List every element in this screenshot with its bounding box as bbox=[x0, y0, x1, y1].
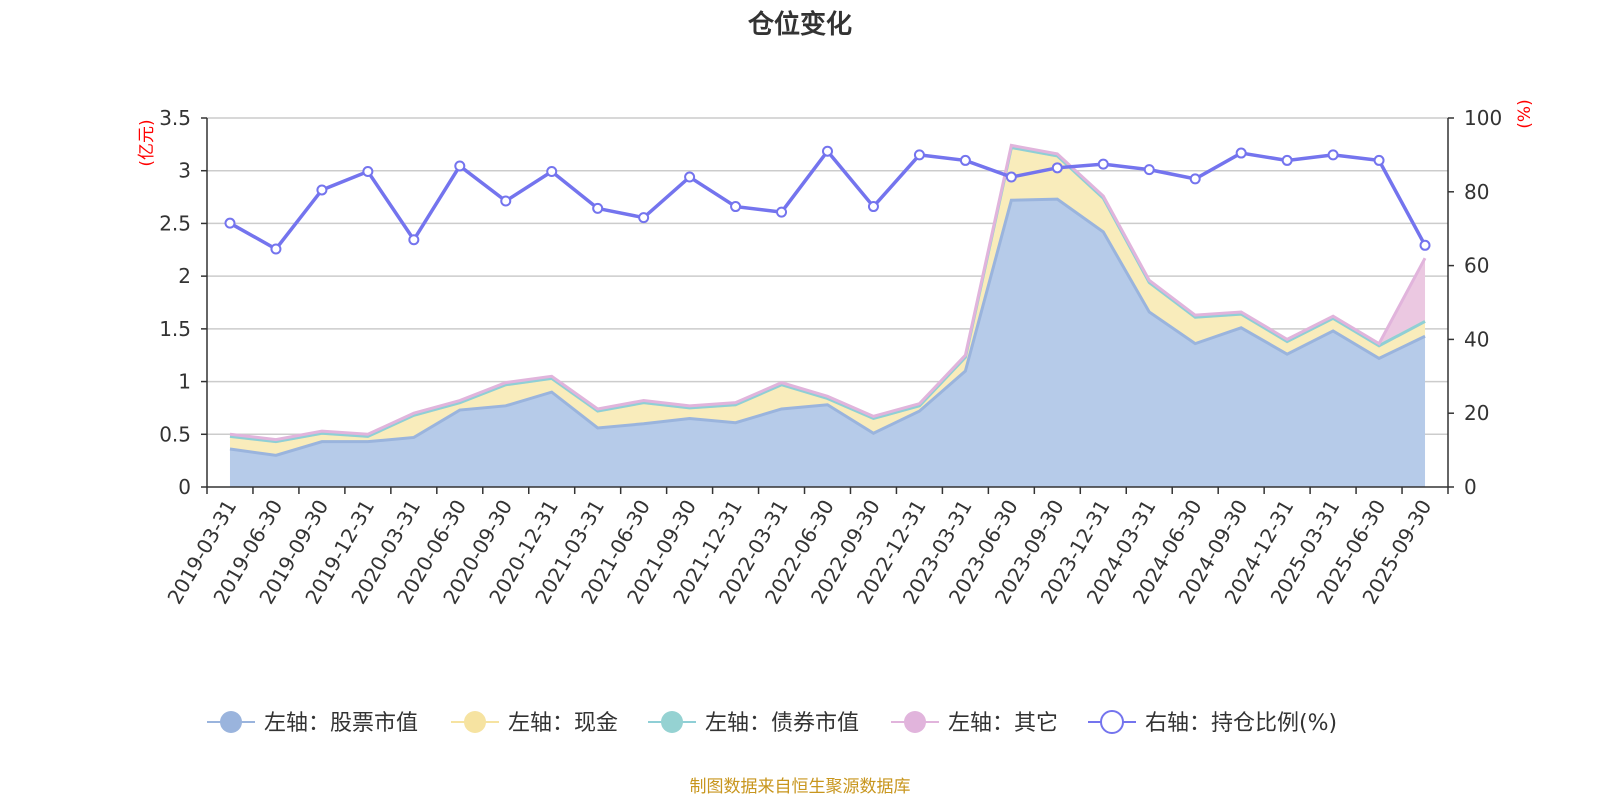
left-tick-label: 2 bbox=[178, 264, 191, 288]
right-tick-label: 20 bbox=[1464, 401, 1489, 425]
legend-swatch-marker bbox=[464, 711, 486, 733]
ratio-point[interactable] bbox=[1373, 154, 1385, 166]
left-axis-unit: (亿元) bbox=[137, 119, 157, 166]
ratio-point[interactable] bbox=[224, 217, 236, 229]
left-tick-label: 0.5 bbox=[159, 422, 191, 446]
legend-swatch-marker bbox=[904, 711, 926, 733]
right-axis-unit: (%) bbox=[1515, 99, 1535, 128]
ratio-point[interactable] bbox=[913, 149, 925, 161]
ratio-point[interactable] bbox=[546, 166, 558, 178]
legend-item[interactable]: 左轴：债券市值 bbox=[648, 711, 859, 736]
ratio-point[interactable] bbox=[362, 166, 374, 178]
ratio-line bbox=[229, 148, 1427, 252]
ratio-point[interactable] bbox=[684, 171, 696, 183]
legend[interactable]: 左轴：股票市值 左轴：现金 左轴：债券市值 左轴：其它 右轴：持仓比例(%) bbox=[207, 710, 1337, 736]
legend-item[interactable]: 左轴：现金 bbox=[451, 711, 618, 736]
right-tick-label: 0 bbox=[1464, 475, 1477, 499]
ratio-point[interactable] bbox=[1051, 162, 1063, 174]
legend-swatch-marker bbox=[220, 711, 242, 733]
ratio-point[interactable] bbox=[776, 206, 788, 218]
legend-swatch-marker bbox=[1100, 710, 1124, 734]
ratio-point[interactable] bbox=[500, 195, 512, 207]
stacked-areas bbox=[229, 143, 1427, 487]
legend-swatch-marker bbox=[661, 711, 683, 733]
legend-label: 左轴：其它 bbox=[948, 711, 1058, 736]
ratio-line-series bbox=[224, 145, 1431, 255]
ratio-point[interactable] bbox=[1189, 173, 1201, 185]
other-area-line bbox=[229, 143, 1427, 442]
legend-item[interactable]: 左轴：股票市值 bbox=[207, 711, 418, 736]
ratio-point[interactable] bbox=[822, 145, 833, 157]
left-tick-label: 3.5 bbox=[159, 106, 191, 130]
legend-item[interactable]: 左轴：其它 bbox=[891, 711, 1058, 736]
ratio-point[interactable] bbox=[1419, 239, 1431, 251]
legend-label: 右轴：持仓比例(%) bbox=[1145, 711, 1337, 736]
ratio-point[interactable] bbox=[1097, 158, 1109, 170]
ratio-point[interactable] bbox=[1005, 171, 1017, 183]
bond-area-line bbox=[229, 145, 1426, 444]
ratio-point[interactable] bbox=[959, 154, 971, 166]
ratio-point[interactable] bbox=[1235, 147, 1247, 159]
legend-label: 左轴：现金 bbox=[508, 711, 618, 736]
ratio-point[interactable] bbox=[408, 234, 420, 246]
right-tick-label: 80 bbox=[1464, 180, 1489, 204]
stock-area-fill bbox=[229, 199, 1426, 487]
left-axis-ticks: 0 0.5 1 1.5 2 2.5 3 3.5 bbox=[159, 106, 207, 499]
x-axis-ticks: 2019-03-312019-06-302019-09-302019-12-31… bbox=[162, 487, 1449, 608]
ratio-point[interactable] bbox=[638, 212, 650, 224]
stock-area-line bbox=[229, 197, 1426, 457]
ratio-point[interactable] bbox=[1143, 164, 1155, 176]
chart-title: 仓位变化 bbox=[747, 9, 852, 40]
axes bbox=[206, 118, 1449, 488]
right-axis-ticks: 0 20 40 60 80 100 bbox=[1448, 106, 1502, 499]
right-tick-label: 100 bbox=[1464, 106, 1502, 130]
legend-label: 左轴：股票市值 bbox=[264, 711, 418, 736]
left-tick-label: 3 bbox=[178, 159, 191, 183]
left-tick-label: 0 bbox=[178, 475, 191, 499]
legend-label: 左轴：债券市值 bbox=[705, 711, 859, 736]
source-note: 制图数据来自恒生聚源数据库 bbox=[690, 777, 911, 797]
ratio-point[interactable] bbox=[592, 202, 604, 214]
ratio-point[interactable] bbox=[270, 243, 282, 255]
left-tick-label: 1.5 bbox=[159, 317, 191, 341]
right-tick-label: 60 bbox=[1464, 254, 1489, 278]
right-tick-label: 40 bbox=[1464, 327, 1489, 351]
ratio-point[interactable] bbox=[1281, 154, 1293, 166]
ratio-point[interactable] bbox=[1327, 149, 1339, 161]
ratio-point[interactable] bbox=[454, 160, 466, 172]
ratio-point[interactable] bbox=[867, 201, 879, 213]
ratio-point[interactable] bbox=[316, 184, 328, 196]
left-tick-label: 1 bbox=[178, 370, 191, 394]
ratio-point[interactable] bbox=[730, 201, 742, 213]
legend-item[interactable]: 右轴：持仓比例(%) bbox=[1088, 710, 1337, 736]
gridlines bbox=[207, 117, 1448, 436]
left-tick-label: 2.5 bbox=[159, 211, 191, 235]
